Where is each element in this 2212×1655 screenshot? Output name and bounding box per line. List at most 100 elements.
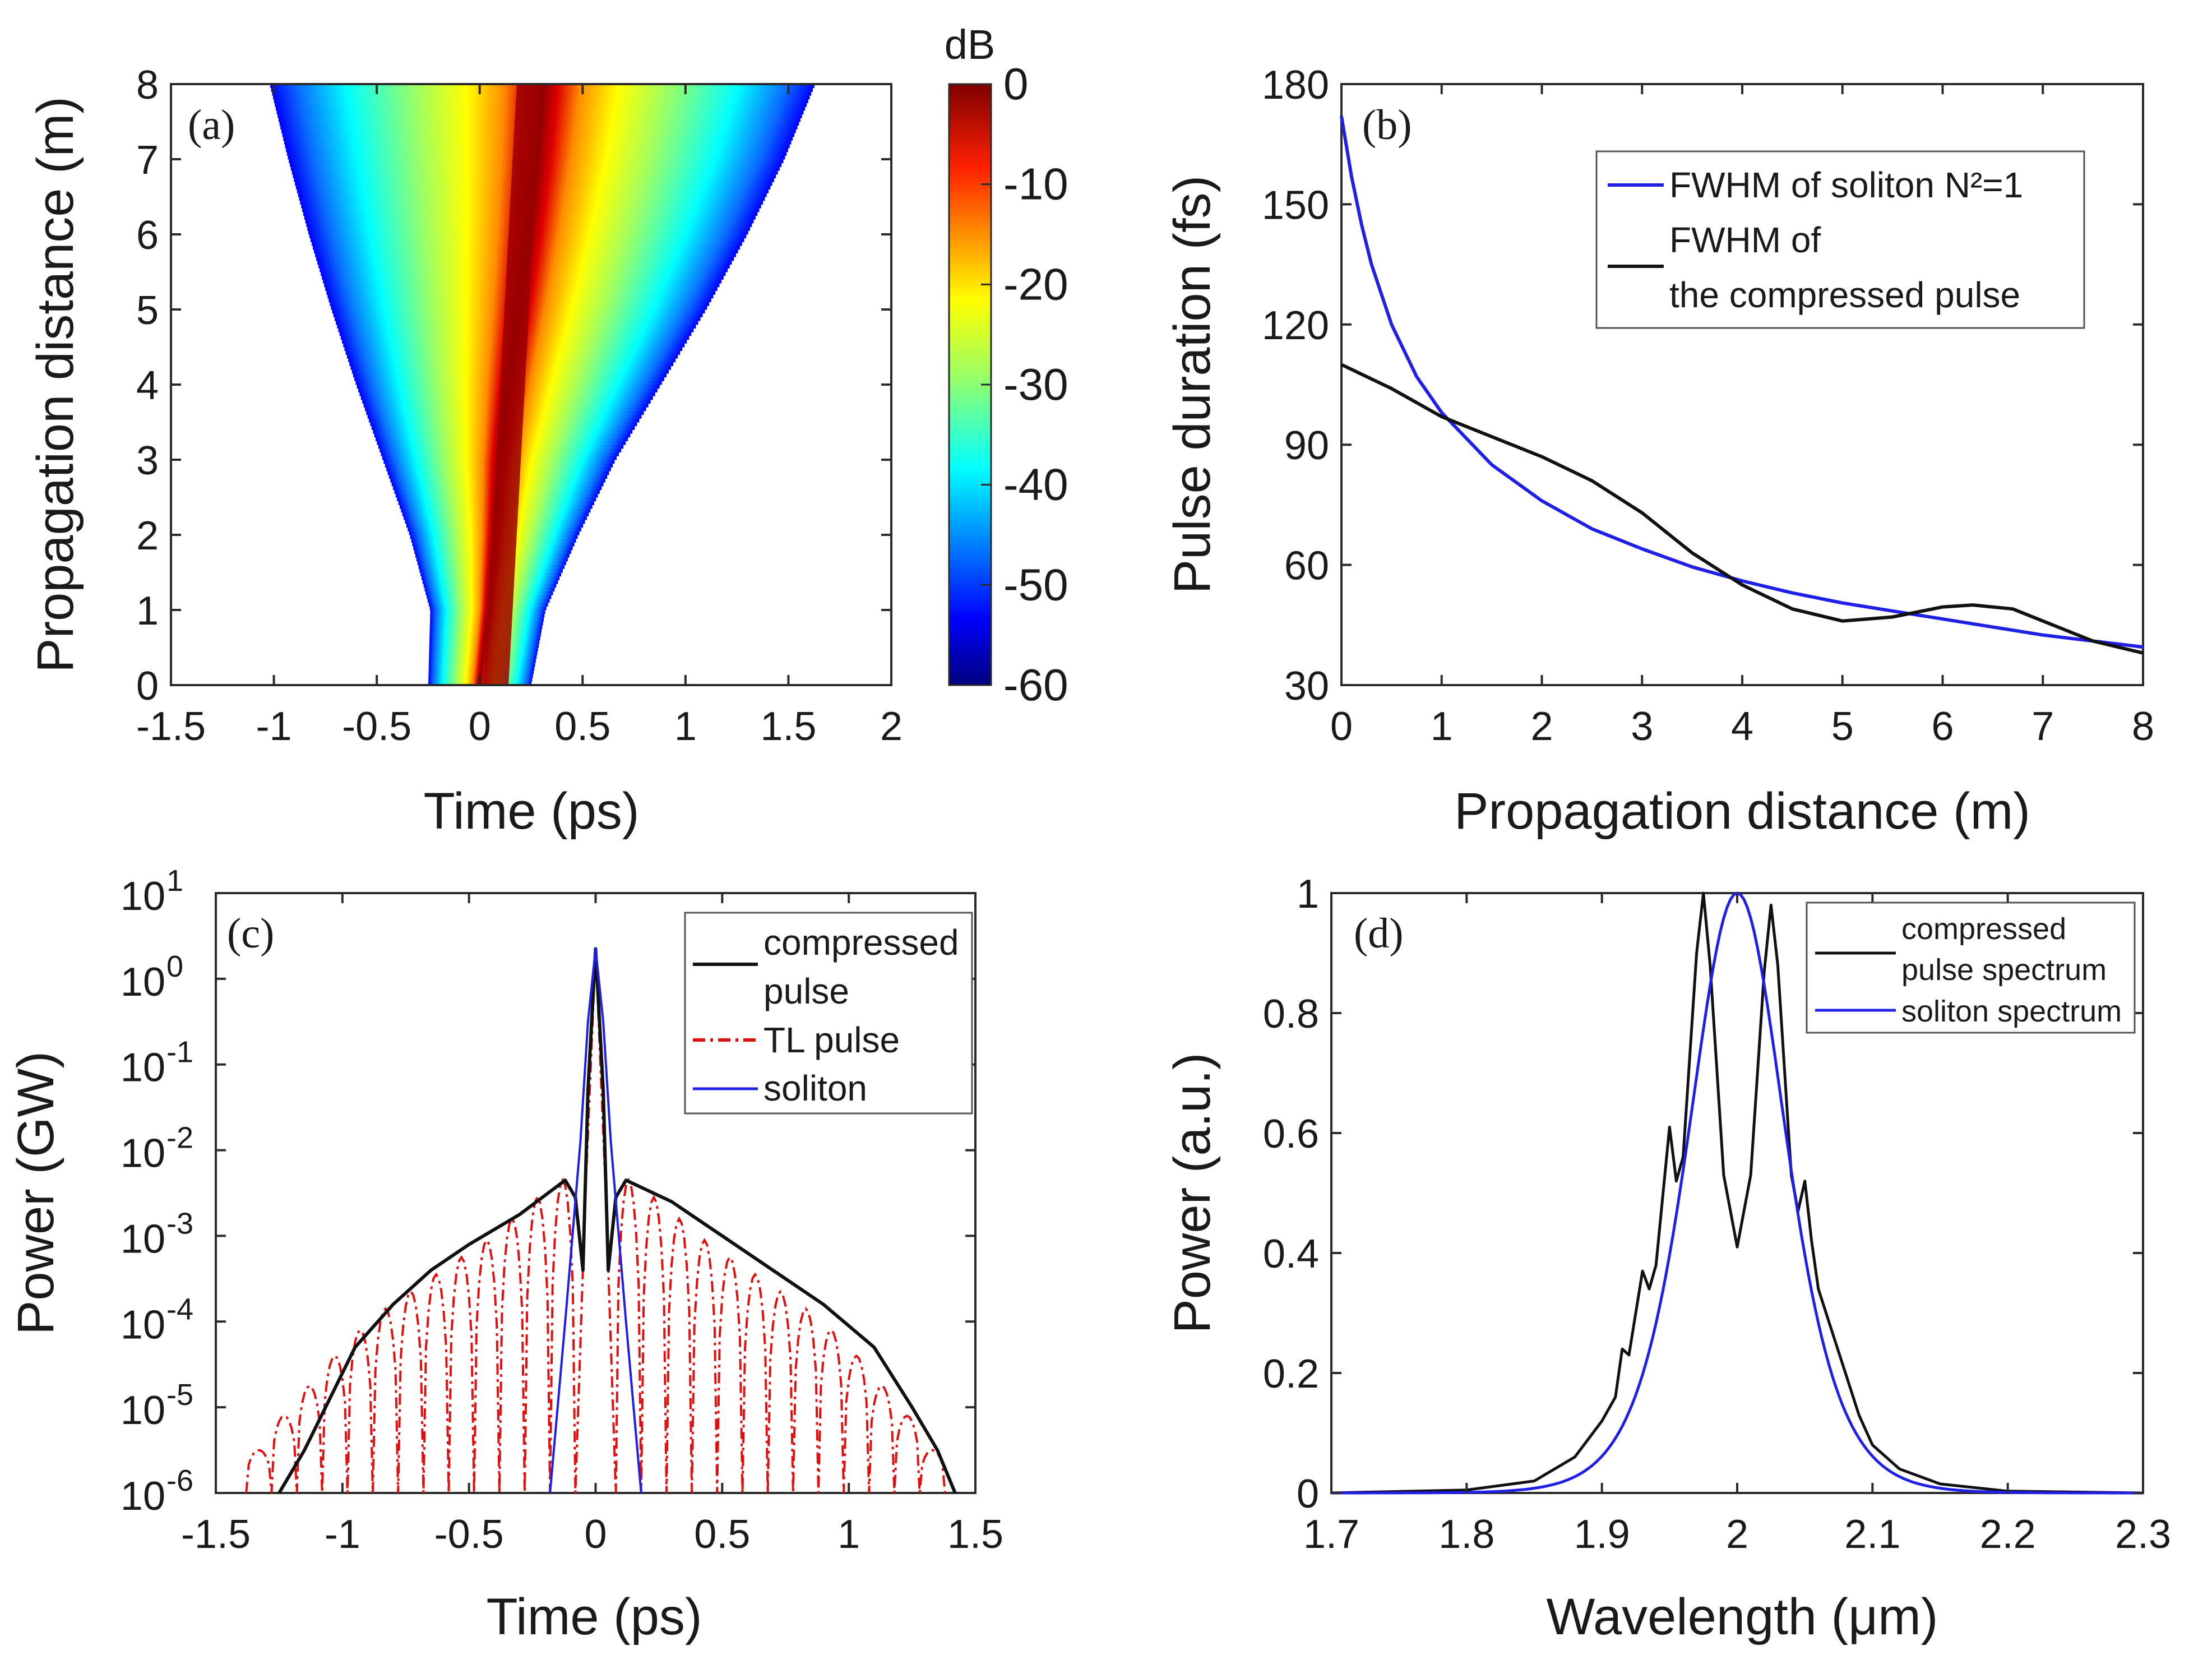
x-tick-label: -1.5 <box>136 704 206 749</box>
heatmap-strip <box>429 643 539 648</box>
y-tick-label: 8 <box>136 63 159 108</box>
legend-box-b <box>1595 150 2085 329</box>
y-tick-label: 1 <box>136 589 159 634</box>
y-tick-label: 5 <box>136 288 159 333</box>
series-line-blue <box>549 947 642 1494</box>
legend-d: compressed pulse spectrum soliton spectr… <box>1806 902 2136 1034</box>
y-tick-label: 6 <box>136 213 159 258</box>
series-group-c <box>245 947 957 1494</box>
x-tick-label: 2 <box>1726 1512 1748 1557</box>
y-axis-label-d: Power (a.u.) <box>1164 1052 1221 1333</box>
legend-c: compressed pulse TL pulse soliton <box>684 912 973 1115</box>
heatmap-strip <box>428 669 534 674</box>
x-ticks-b: 0 1 2 3 4 5 6 7 8 <box>1330 84 2154 749</box>
x-tick-label: -0.5 <box>342 704 411 749</box>
x-axis-label-c: Time (ps) <box>486 1588 702 1645</box>
panel-d: 1.7 1.8 1.9 2 2.1 2.2 2.3 0 0.2 0.4 0.6 0.8 1 (d) W… <box>1164 872 2171 1645</box>
heatmap-strip <box>429 640 540 644</box>
y-tick-label: 0 <box>136 664 159 709</box>
y-ticks-d: 0 0.2 0.4 0.6 0.8 1 <box>1263 872 2143 1517</box>
x-tick-label: 0 <box>1330 704 1353 749</box>
x-tick-label: 1.7 <box>1303 1512 1359 1557</box>
heatmap-strip <box>429 632 541 637</box>
y-tick-label: 60 <box>1284 544 1329 589</box>
heatmap-strip <box>270 84 815 89</box>
heatmap-strip <box>429 658 536 663</box>
x-tick-label: 1.5 <box>947 1512 1003 1557</box>
x-tick-label: -1 <box>256 704 292 749</box>
panel-label-d: (d) <box>1354 910 1404 957</box>
heatmap-strip <box>429 621 543 626</box>
x-tick-label: 2.1 <box>1844 1512 1900 1557</box>
y-tick-label: 7 <box>136 138 159 183</box>
series-line-black <box>1340 363 2144 655</box>
y-axis-label-a: Propagation distance (m) <box>27 96 84 673</box>
legend-entry-compressed-c-1: compressed <box>763 922 959 963</box>
heatmap-strip <box>429 636 540 641</box>
x-tick-label: 1 <box>837 1512 860 1557</box>
y-tick-label: 0.4 <box>1263 1232 1319 1277</box>
x-tick-label: 4 <box>1731 704 1753 749</box>
legend-entry-compressed-d-2: pulse spectrum <box>1901 953 2107 987</box>
heatmap-strip <box>430 613 545 618</box>
y-tick-label-exponent: -5 <box>166 1378 193 1412</box>
x-axis-label-b: Propagation distance (m) <box>1454 783 2030 840</box>
x-tick-label: 0 <box>584 1512 607 1557</box>
heatmap-strip <box>278 117 800 122</box>
x-tick-label: 2.2 <box>1980 1512 2036 1557</box>
x-tick-label: 2.3 <box>2115 1512 2171 1557</box>
y-tick-label-exponent: -1 <box>166 1035 193 1069</box>
x-ticks-a: -1.5 -1 -0.5 0 0.5 1 1.5 2 <box>136 84 903 749</box>
heatmap-strip <box>428 662 535 667</box>
x-tick-label: 1.9 <box>1574 1512 1630 1557</box>
y-tick-label: 30 <box>1284 664 1329 709</box>
y-tick-label-base: 10 <box>121 1046 165 1090</box>
x-ticks-c: -1.5 -1 -0.5 0 0.5 1 1.5 <box>181 893 1003 1557</box>
heatmap-strip <box>430 617 544 622</box>
x-tick-label: -1 <box>325 1512 360 1557</box>
panel-label-a: (a) <box>188 101 235 149</box>
x-tick-label: 8 <box>2132 704 2154 749</box>
y-tick-label: 0.2 <box>1263 1352 1319 1397</box>
panel-a: -1.5 -1 -0.5 0 0.5 1 1.5 2 0 1 2 3 4 5 6 7 8 (a) Time (… <box>27 21 1068 840</box>
x-tick-label: -0.5 <box>434 1512 504 1557</box>
legend-entry-tl-c: TL pulse <box>763 1020 900 1060</box>
y-tick-label-base: 10 <box>121 1474 165 1519</box>
panel-label-b: (b) <box>1362 101 1412 149</box>
heatmap-strip <box>273 95 810 100</box>
y-tick-label: 2 <box>136 514 159 558</box>
heatmap-strip <box>275 103 807 107</box>
legend-entry-compressed-b-2: the compressed pulse <box>1669 275 2020 315</box>
heatmap-strip <box>428 666 535 671</box>
y-tick-label: 0 <box>1297 1472 1319 1517</box>
heatmap-strip <box>429 647 538 652</box>
y-tick-label: 1 <box>1297 872 1319 917</box>
y-tick-label-base: 10 <box>121 1388 165 1433</box>
legend-entry-compressed-c-2: pulse <box>763 971 849 1011</box>
panel-label-c: (c) <box>227 910 274 957</box>
heatmap-strip <box>430 609 545 614</box>
y-tick-label-exponent: -6 <box>166 1464 193 1497</box>
colorbar-ticks: 0 -10 -20 -30 -40 -50 -60 <box>981 59 1068 710</box>
legend-box-c <box>684 912 973 1115</box>
legend-entry-soliton-c: soliton <box>763 1068 867 1108</box>
colorbar-tick-label: -10 <box>1003 159 1068 209</box>
series-line-blue <box>1340 115 2144 649</box>
y-tick-label-base: 10 <box>121 1217 165 1261</box>
x-axis-label-d: Wavelength (μm) <box>1547 1588 1938 1645</box>
heatmap-strip <box>271 87 813 92</box>
colorbar-tick-label: -30 <box>1003 359 1068 409</box>
panel-b: 0 1 2 3 4 5 6 7 8 30 60 90 120 150 180 (b) Propagatio… <box>1164 63 2154 840</box>
y-tick-label: 4 <box>136 363 159 408</box>
y-tick-label: 0.8 <box>1263 992 1319 1037</box>
colorbar-title: dB <box>945 21 996 68</box>
colorbar-tick-label: -50 <box>1003 560 1068 609</box>
y-tick-label-base: 10 <box>121 1131 165 1176</box>
y-tick-label: 120 <box>1262 303 1329 348</box>
heatmap-core-ridge <box>484 84 542 685</box>
y-ticks-b: 30 60 90 120 150 180 <box>1262 63 2143 709</box>
y-tick-label-exponent: 1 <box>166 864 183 898</box>
